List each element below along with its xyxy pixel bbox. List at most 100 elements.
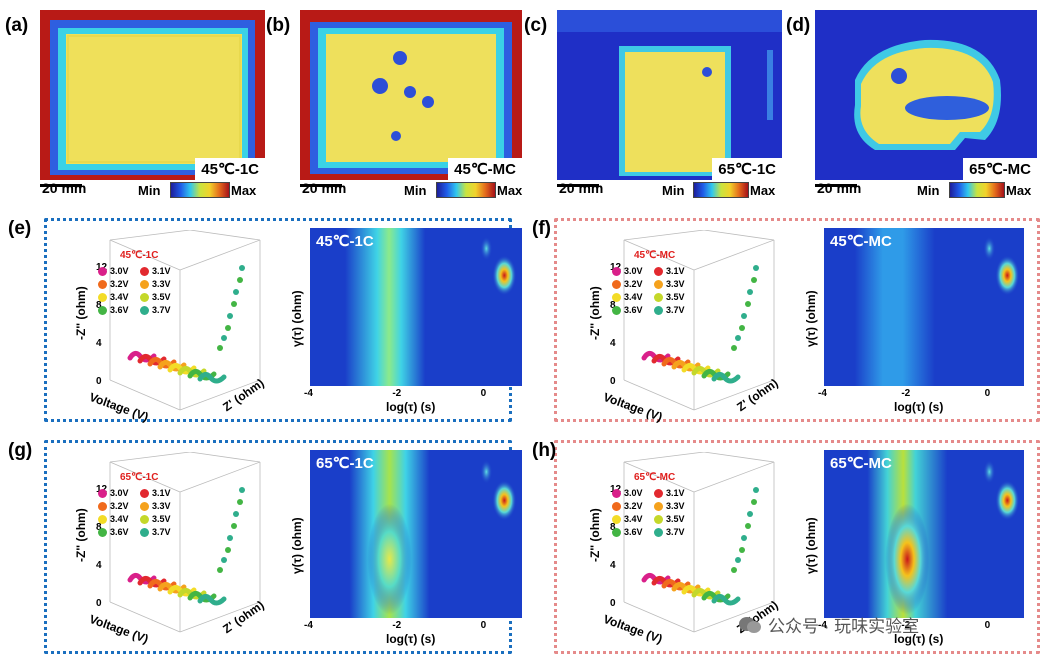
legend-label: 3.3V [152,279,171,289]
legend-label: 3.0V [110,266,129,276]
axis-line [693,239,775,271]
nyquist-tail-point [753,487,759,493]
heatmap-title: 45℃-1C [316,233,374,250]
scale-bar-a [40,184,82,187]
nyquist-tail-point [739,547,745,553]
axis-line [623,452,705,463]
scale-text-c: 20 mm [559,180,604,196]
nyquist-tail-point [741,535,747,541]
nyquist-tail-point [239,487,245,493]
nyquist-tail-point [731,345,737,351]
legend-item: 3.4V [98,292,129,302]
legend-marker [140,279,149,289]
drt-minor-peak [983,236,996,261]
axis-line [109,239,181,271]
heatmap-xtick: -4 [304,620,313,631]
legend-label: 3.6V [624,305,643,315]
legend-label: 3.7V [666,527,685,537]
axis-line [623,461,695,493]
axis-line [179,379,261,411]
heatmap-xtick: -4 [818,388,827,399]
drt-heatmap [310,228,522,386]
heatmap-ylabel: γ(τ) (ohm) [290,290,304,347]
drt-peak-band [854,228,935,386]
drt-hot-peak [995,255,1020,296]
panel-label-b: (b) [266,15,291,36]
colorbar-b [436,182,496,198]
thermal-map-a: 45℃-1C [40,10,265,180]
drt-panel-f: (f)12840-Z'' (ohm)Voltage (V)Z' (ohm)45℃… [528,210,1057,430]
legend-item: 3.7V [654,305,685,315]
legend-label: 3.0V [624,266,643,276]
legend-label: 3.1V [152,266,171,276]
legend-item: 3.5V [140,292,171,302]
map-caption-b: 45℃-MC [448,158,522,180]
heatmap-xlabel: log(τ) (s) [894,400,944,414]
drt-peak-lump [885,503,930,615]
nyquist-tail-point [233,289,239,295]
heatmap-xlabel: log(τ) (s) [386,400,436,414]
legend-label: 3.5V [152,292,171,302]
nyquist-tail-point [227,313,233,319]
colorbar-min-c: Min [662,183,685,198]
legend-item: 3.2V [612,501,643,511]
legend-item: 3.3V [140,279,171,289]
heatmap-xtick: -4 [304,388,313,399]
legend-label: 3.4V [110,292,129,302]
legend-label: 3.6V [110,305,129,315]
legend-item: 3.6V [612,305,643,315]
axis-line [703,230,775,241]
nyquist-ytick: 8 [96,522,102,533]
drt-peak-band [345,228,426,386]
legend-item: 3.7V [654,527,685,537]
nyquist-tail-point [237,277,243,283]
nyquist-ylabel: -Z'' (ohm) [588,508,602,562]
thermal-map-b: 45℃-MC [300,10,522,180]
nyquist-tail-point [231,301,237,307]
legend-marker [654,501,663,511]
panel-label-d: (d) [786,15,811,36]
legend-item: 3.5V [654,514,685,524]
axis-line [623,379,695,411]
axis-line [703,452,775,463]
legend-marker [654,279,663,289]
axis-line [109,461,181,493]
nyquist-tail-point [237,499,243,505]
legend-marker [98,266,107,276]
drt-hot-peak [492,255,517,296]
legend-label: 3.0V [110,488,129,498]
drt-heatmap [310,450,522,618]
legend-item: 3.6V [612,527,643,537]
legend-marker [98,279,107,289]
colorbar-d [949,182,1005,198]
axis-line [693,601,775,633]
heatmap-xtick: -2 [392,620,402,631]
nyquist-ytick: 4 [96,338,102,349]
colorbar-max-a: Max [231,183,257,198]
nyquist-ylabel: -Z'' (ohm) [74,508,88,562]
legend-marker [140,292,149,302]
drt-heatmap [824,228,1024,386]
legend-item: 3.3V [654,501,685,511]
drt-panel-e: (e)12840-Z'' (ohm)Voltage (V)Z' (ohm)45℃… [0,210,528,430]
legend-label: 3.4V [624,292,643,302]
legend-marker [98,501,107,511]
legend-marker [612,279,621,289]
nyquist-tail-point [227,535,233,541]
legend-marker [654,292,663,302]
nyquist-tail-point [745,523,751,529]
legend-marker [612,266,621,276]
map-caption-a: 45℃-1C [195,158,265,180]
drt-panel-h: (h)12840-Z'' (ohm)Voltage (V)Z' (ohm)65℃… [528,432,1057,662]
legend-title: 65℃-MC [634,472,676,483]
panel-label: (h) [532,440,557,461]
legend-label: 3.2V [110,279,129,289]
legend-marker [98,292,107,302]
nyquist-tail-point [225,325,231,331]
legend-item: 3.7V [140,305,171,315]
panel-label: (g) [8,440,33,461]
axis-line [179,239,261,271]
scale-bar-c [557,184,599,187]
heatmap-xtick: -4 [818,620,827,631]
nyquist-series-3.7V [711,371,741,384]
